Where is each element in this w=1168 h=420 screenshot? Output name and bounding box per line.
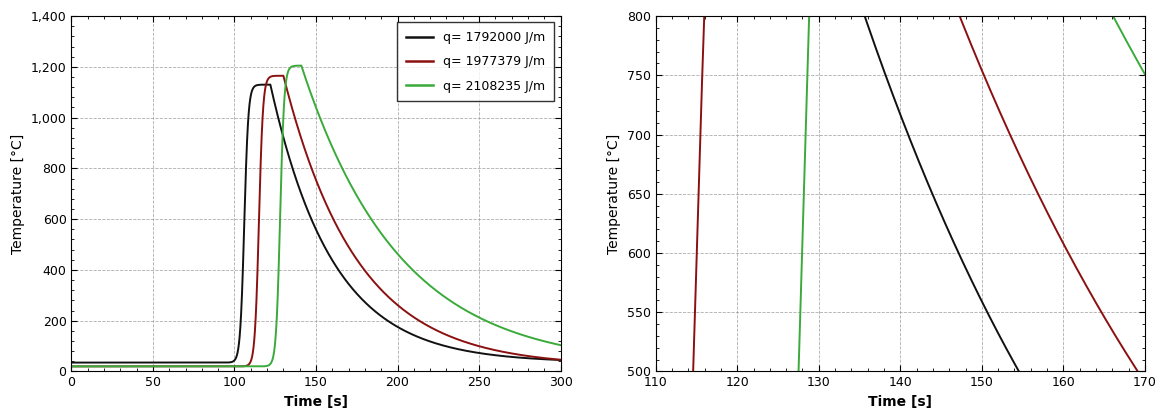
Y-axis label: Temperature [°C]: Temperature [°C] bbox=[607, 134, 621, 254]
X-axis label: Time [s]: Time [s] bbox=[284, 395, 348, 409]
Legend: q= 1792000 J/m, q= 1977379 J/m, q= 2108235 J/m: q= 1792000 J/m, q= 1977379 J/m, q= 21082… bbox=[397, 22, 555, 101]
X-axis label: Time [s]: Time [s] bbox=[868, 395, 932, 409]
Y-axis label: Temperature [°C]: Temperature [°C] bbox=[12, 134, 25, 254]
